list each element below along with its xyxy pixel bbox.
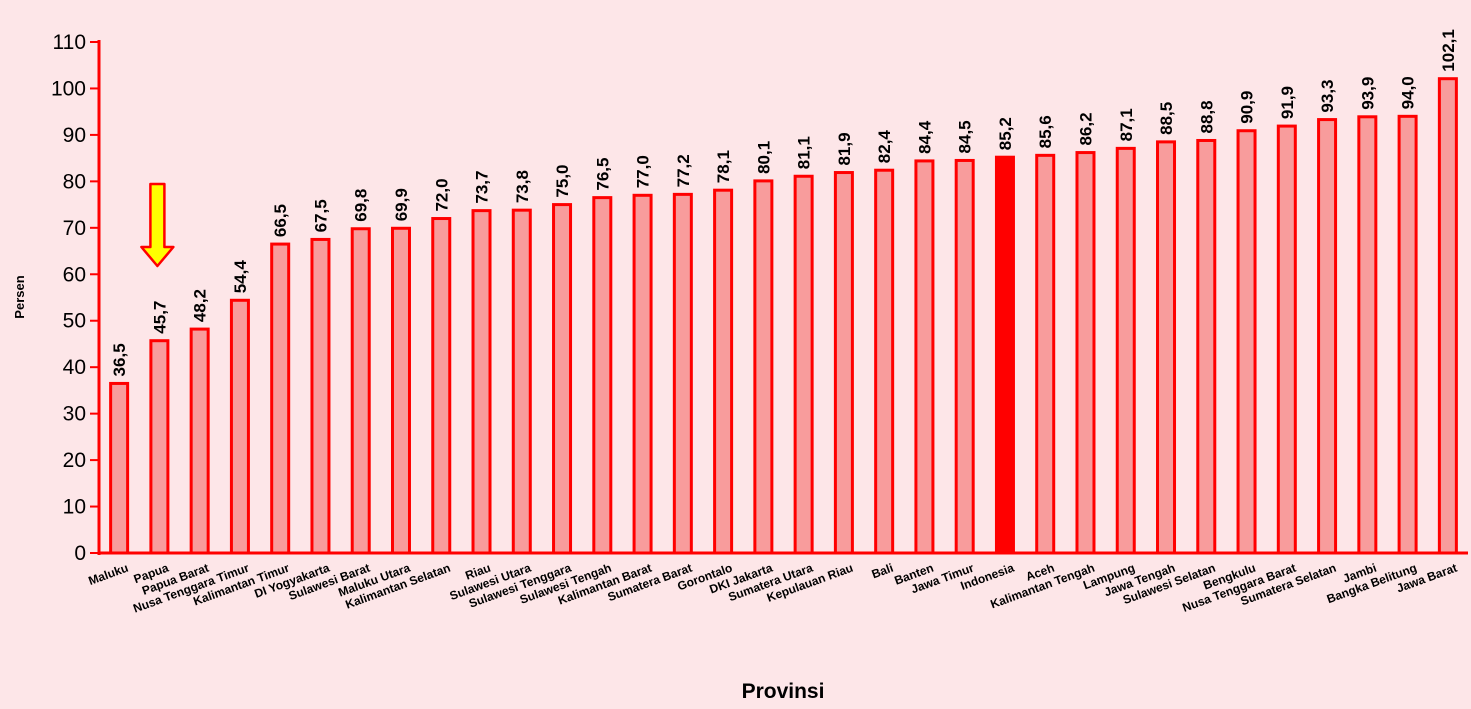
y-tick-label: 80 — [63, 170, 86, 193]
bar — [1035, 153, 1056, 555]
y-tick-label: 30 — [63, 403, 86, 426]
bar — [874, 168, 895, 555]
data-label: 85,2 — [996, 117, 1015, 150]
bar — [350, 227, 371, 555]
data-label: 76,5 — [593, 158, 612, 191]
bar — [592, 196, 613, 555]
data-label: 93,3 — [1318, 79, 1337, 112]
bar — [109, 381, 130, 555]
data-label: 102,1 — [1439, 29, 1458, 72]
data-label: 45,7 — [150, 301, 169, 334]
data-label: 48,2 — [191, 289, 210, 322]
data-label: 85,6 — [1036, 115, 1055, 148]
bar — [1397, 114, 1418, 555]
data-label: 77,2 — [674, 154, 693, 187]
data-label: 69,9 — [392, 188, 411, 221]
bar — [1437, 77, 1458, 555]
data-label: 73,7 — [473, 171, 492, 204]
data-label: 73,8 — [513, 170, 532, 203]
data-label: 81,1 — [795, 136, 814, 169]
bar — [793, 174, 814, 555]
y-tick-label: 40 — [63, 356, 86, 379]
bar — [954, 158, 975, 555]
data-label: 88,8 — [1197, 100, 1216, 133]
bar — [149, 339, 170, 555]
data-label: 66,5 — [271, 204, 290, 237]
bar — [632, 193, 653, 555]
bar — [229, 298, 250, 555]
data-label: 67,5 — [311, 199, 330, 232]
bar — [994, 155, 1015, 555]
data-label: 94,0 — [1399, 76, 1418, 109]
data-label: 80,1 — [754, 141, 773, 174]
data-label: 84,4 — [915, 120, 934, 154]
data-label: 91,9 — [1278, 86, 1297, 119]
data-label: 90,9 — [1238, 91, 1257, 124]
y-tick-label: 100 — [51, 77, 86, 100]
data-label: 69,8 — [352, 189, 371, 222]
bar — [1317, 118, 1338, 555]
data-label: 87,1 — [1117, 108, 1136, 141]
y-tick-label: 110 — [53, 31, 86, 54]
bar — [1156, 140, 1177, 555]
data-label: 88,5 — [1157, 102, 1176, 135]
bar — [713, 188, 734, 555]
data-label: 84,5 — [956, 120, 975, 153]
bar — [390, 226, 411, 555]
data-label: 72,0 — [432, 178, 451, 211]
bar — [189, 327, 210, 555]
x-axis-title: Provinsi — [742, 680, 825, 703]
data-label: 93,9 — [1358, 77, 1377, 110]
y-tick-label: 70 — [63, 217, 86, 240]
bar — [1357, 115, 1378, 555]
bar — [471, 209, 492, 555]
bar — [1196, 138, 1217, 555]
data-label: 78,1 — [714, 150, 733, 183]
data-label: 82,4 — [875, 130, 894, 164]
bar — [270, 242, 291, 555]
down-arrow-icon — [140, 182, 175, 268]
bar — [1276, 124, 1297, 555]
y-tick-label: 20 — [63, 449, 86, 472]
bar — [552, 203, 573, 555]
bar — [1075, 151, 1096, 555]
category-label: Maluku — [87, 561, 131, 588]
bar — [511, 208, 532, 555]
bar — [1115, 146, 1136, 555]
data-label: 54,4 — [231, 260, 250, 294]
bar — [431, 217, 452, 555]
data-label: 86,2 — [1076, 112, 1095, 145]
data-label: 77,0 — [634, 155, 653, 188]
y-axis-title: Persen — [12, 275, 27, 318]
data-label: 36,5 — [110, 343, 129, 376]
bar — [753, 179, 774, 555]
data-label: 75,0 — [553, 164, 572, 197]
y-tick-label: 50 — [63, 310, 86, 333]
y-tick-label: 60 — [63, 263, 86, 286]
bar — [1236, 129, 1257, 555]
y-tick-label: 10 — [63, 496, 86, 519]
bar — [310, 237, 331, 555]
data-label: 81,9 — [835, 132, 854, 165]
y-tick-label: 90 — [63, 124, 86, 147]
bar — [672, 192, 693, 555]
y-tick-label: 0 — [74, 542, 86, 565]
bar — [833, 171, 854, 555]
category-label: Bali — [870, 561, 895, 582]
bar — [914, 159, 935, 555]
